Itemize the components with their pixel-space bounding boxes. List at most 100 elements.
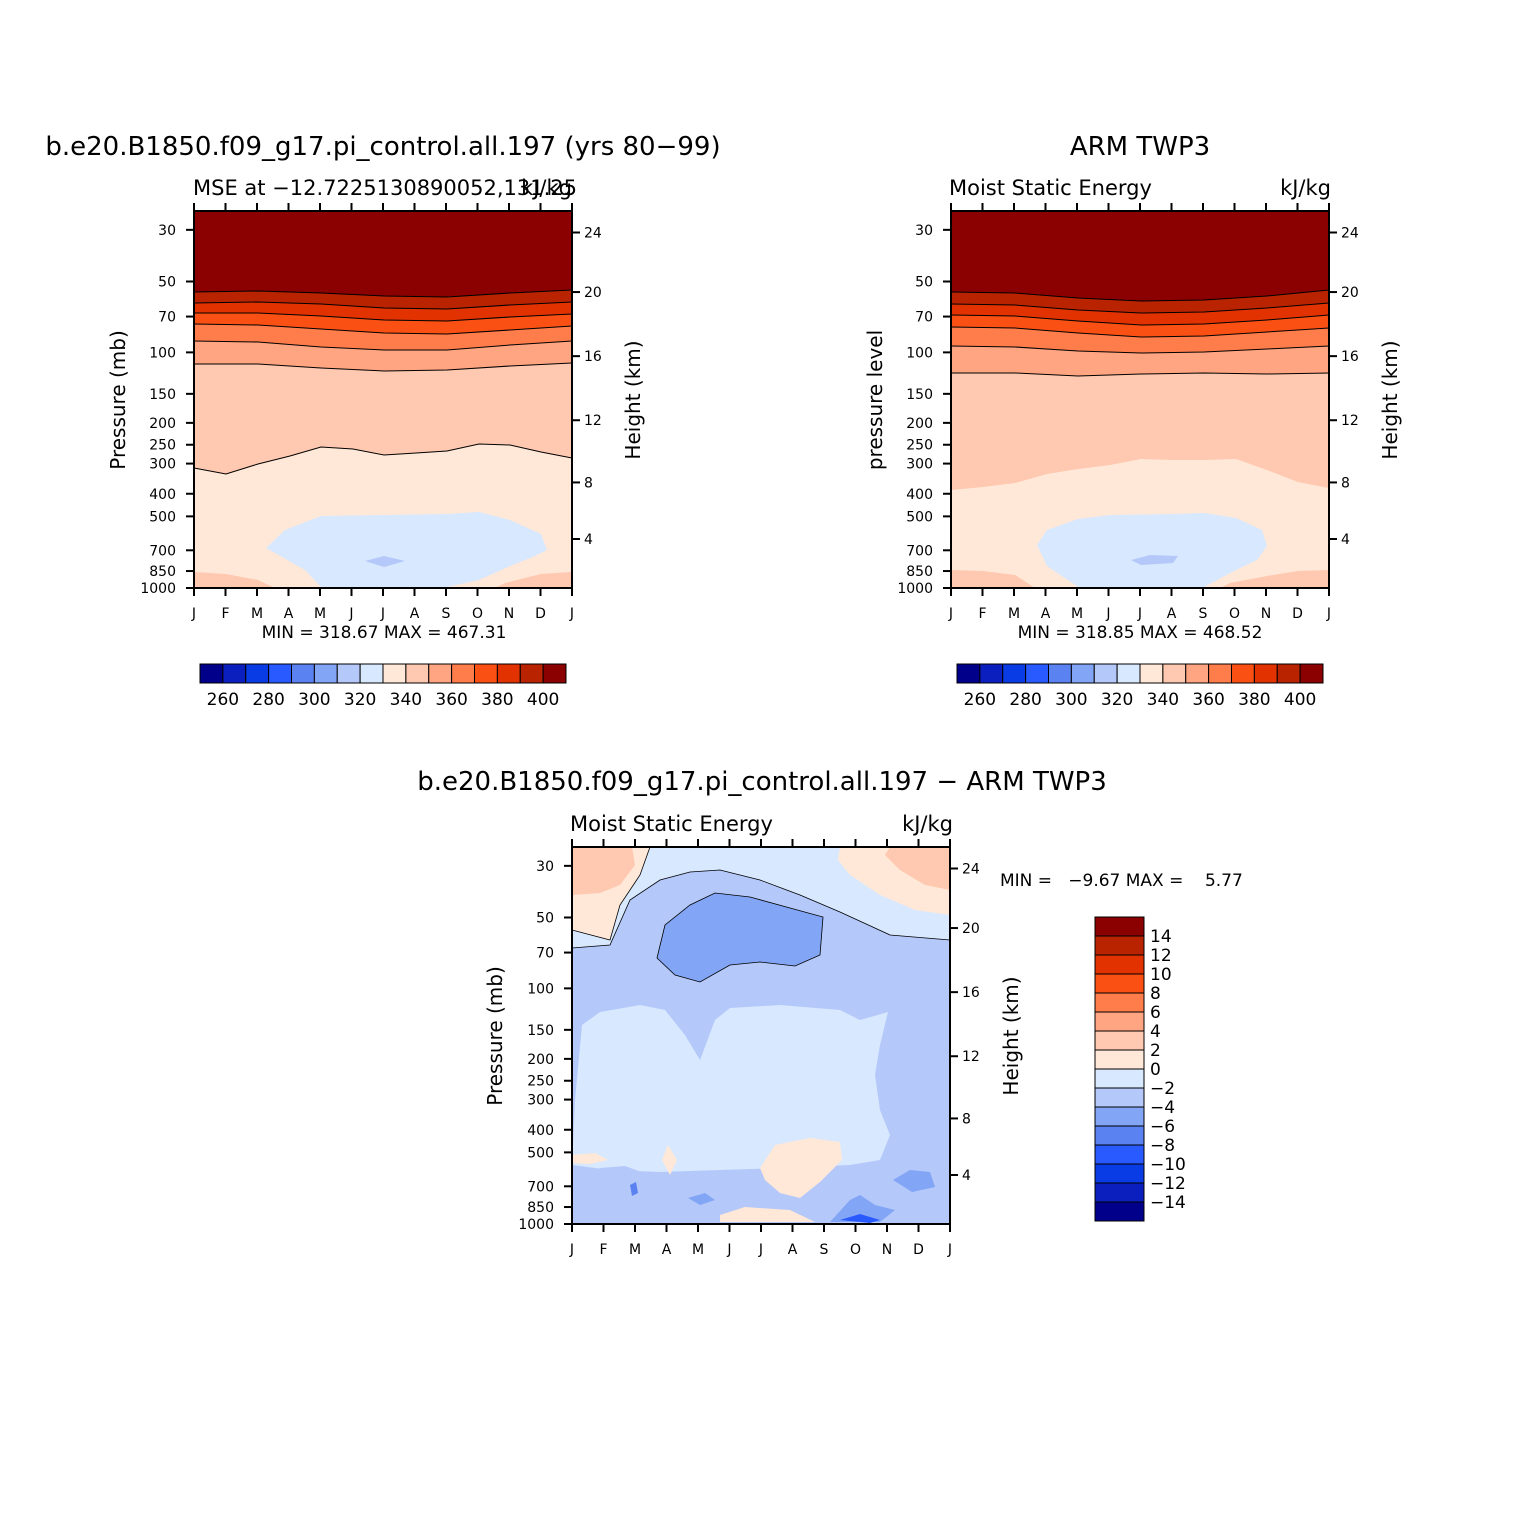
colorbar-swatch xyxy=(313,663,338,684)
panel-obs-colorbar: 260 280 300 320 340 360 380 400 xyxy=(956,663,1324,710)
height-tick-label: 12 xyxy=(584,413,602,429)
pressure-tick-label: 700 xyxy=(149,543,176,559)
colorbar-label: 400 xyxy=(1284,690,1316,710)
month-tick-label: D xyxy=(535,606,546,622)
panel-diff-fill-lower-pos-left xyxy=(572,1153,608,1164)
panel-obs-axes: J F M A M J J A S O N D J 30 50 70 100 150 200 250 300 400 500… xyxy=(897,203,1359,622)
colorbar-swatch xyxy=(1094,954,1145,975)
panel-obs-title: ARM TWP3 xyxy=(1070,132,1210,162)
pressure-tick-label: 100 xyxy=(149,345,176,361)
colorbar-label: 280 xyxy=(252,690,284,710)
panel-model-contour xyxy=(193,301,573,310)
pressure-tick-label: 1000 xyxy=(140,581,176,597)
month-tick-label: J xyxy=(726,1242,731,1258)
colorbar-label: 2 xyxy=(1150,1041,1161,1061)
colorbar-swatch xyxy=(1299,663,1324,684)
pressure-tick-label: 250 xyxy=(527,1074,554,1090)
panel-model-contour xyxy=(193,443,573,475)
panel-diff: b.e20.B1850.f09_g17.pi_control.all.197 −… xyxy=(417,767,1243,1258)
pressure-tick-label: 850 xyxy=(149,564,176,580)
month-tick-label: D xyxy=(1292,606,1303,622)
panel-obs-fill-surface-right xyxy=(1220,570,1329,588)
height-tick-label: 20 xyxy=(1341,285,1359,301)
panel-model-fill-320-330 xyxy=(266,512,547,587)
panel-diff-ylabel: Pressure (mb) xyxy=(483,966,507,1106)
panel-diff-fill-upper-neg-blob xyxy=(657,893,823,982)
month-tick-label: J xyxy=(348,606,353,622)
month-tick-label: A xyxy=(284,606,294,622)
panel-model-contour xyxy=(193,323,573,335)
panel-diff-minmax: MIN = −9.67 MAX = 5.77 xyxy=(1000,871,1243,891)
height-tick-label: 16 xyxy=(962,985,980,1001)
pressure-tick-label: 70 xyxy=(158,310,176,326)
panel-obs-ylabel: pressure level xyxy=(863,330,887,470)
panel-model-fill-surface-left xyxy=(194,572,275,588)
month-tick-label: S xyxy=(820,1242,829,1258)
colorbar-swatch xyxy=(199,663,224,684)
colorbar-swatch xyxy=(1094,1144,1145,1165)
colorbar-swatch xyxy=(1162,663,1187,684)
panel-diff-fill-lower-neg-left xyxy=(572,1166,660,1213)
panel-model-plot-area xyxy=(193,210,573,589)
pressure-tick-label: 100 xyxy=(906,345,933,361)
colorbar-label: 380 xyxy=(1238,690,1270,710)
colorbar-swatch xyxy=(268,663,292,684)
panel-obs-contour xyxy=(950,289,1330,302)
pressure-tick-label: 30 xyxy=(536,859,554,875)
month-tick-label: J xyxy=(1137,606,1142,622)
colorbar-label: 260 xyxy=(207,690,239,710)
pressure-tick-label: 200 xyxy=(149,416,176,432)
pressure-tick-label: 400 xyxy=(149,487,176,503)
pressure-tick-label: 200 xyxy=(527,1052,554,1068)
colorbar-label: 320 xyxy=(1101,690,1133,710)
month-tick-label: O xyxy=(1229,606,1240,622)
colorbar-label: 320 xyxy=(344,690,376,710)
panel-model-ylabel: Pressure (mb) xyxy=(106,330,130,470)
month-tick-label: J xyxy=(380,606,385,622)
height-tick-label: 4 xyxy=(962,1168,971,1184)
colorbar-swatch xyxy=(1094,935,1145,956)
month-tick-label: A xyxy=(788,1242,798,1258)
month-tick-label: J xyxy=(191,606,196,622)
colorbar-swatch xyxy=(1094,1068,1145,1089)
colorbar-label: 400 xyxy=(527,690,559,710)
colorbar-label: 260 xyxy=(964,690,996,710)
panel-model-contour xyxy=(194,362,573,372)
colorbar-swatch xyxy=(519,663,544,684)
month-tick-label: A xyxy=(662,1242,672,1258)
month-tick-label: M xyxy=(692,1242,704,1258)
panel-model-y2label: Height (km) xyxy=(621,340,645,459)
panel-model-contour xyxy=(194,312,573,322)
panel-model: b.e20.B1850.f09_g17.pi_control.all.197 (… xyxy=(45,132,720,710)
pressure-tick-label: 50 xyxy=(536,910,554,926)
pressure-tick-label: 150 xyxy=(149,387,176,403)
colorbar-swatch xyxy=(1070,663,1095,684)
colorbar-label: −4 xyxy=(1150,1098,1175,1118)
panel-diff-fill-mid-near-zero xyxy=(572,1005,890,1172)
colorbar-swatch xyxy=(1094,1182,1145,1203)
month-tick-label: M xyxy=(1071,606,1083,622)
panel-diff-fill-lower-pos-a xyxy=(662,1145,677,1175)
panel-diff-left-subtitle: Moist Static Energy xyxy=(570,812,773,836)
panel-obs-fill-310-320 xyxy=(1131,555,1178,565)
pressure-tick-label: 300 xyxy=(149,457,176,473)
month-tick-label: J xyxy=(569,606,574,622)
panel-diff-contour xyxy=(571,846,651,941)
colorbar-swatch xyxy=(405,663,430,684)
height-tick-label: 16 xyxy=(1341,349,1359,365)
month-tick-label: S xyxy=(442,606,451,622)
pressure-tick-label: 100 xyxy=(527,981,554,997)
month-tick-label: M xyxy=(629,1242,641,1258)
panel-diff-fill-lower-neg-small xyxy=(630,1182,638,1196)
panel-diff-fill-lower-neg-small2 xyxy=(688,1193,715,1205)
colorbar-swatch xyxy=(1025,663,1049,684)
panel-diff-y2label: Height (km) xyxy=(999,976,1023,1095)
panel-diff-plot-area xyxy=(571,846,951,1225)
colorbar-swatch xyxy=(496,663,521,684)
month-tick-label: F xyxy=(599,1242,607,1258)
colorbar-swatch xyxy=(428,663,453,684)
colorbar-swatch xyxy=(1185,663,1210,684)
month-tick-label: M xyxy=(251,606,263,622)
pressure-tick-label: 250 xyxy=(149,438,176,454)
colorbar-swatch xyxy=(1094,1125,1145,1146)
